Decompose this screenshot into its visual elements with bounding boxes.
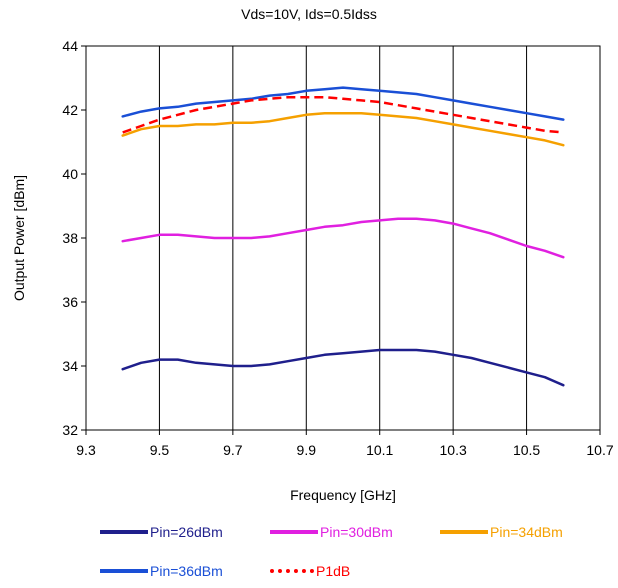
series-line-4 — [122, 95, 564, 134]
x-axis-label: Frequency [GHz] — [290, 487, 396, 503]
x-axis-ticks: 9.3 9.5 9.7 9.9 10.1 10.3 10.5 10.7 — [76, 430, 614, 458]
x-tick-label: 9.5 — [150, 442, 170, 458]
y-tick-label: 44 — [62, 38, 78, 54]
y-tick-label: 38 — [62, 230, 78, 246]
x-tick-label: 9.9 — [297, 442, 317, 458]
x-tick-label: 10.1 — [366, 442, 393, 458]
y-tick-label: 36 — [62, 294, 78, 310]
y-tick-label: 32 — [62, 422, 78, 438]
series-line-3 — [121, 86, 565, 121]
chart-title: Vds=10V, Ids=0.5Idss — [241, 6, 377, 22]
series-lines — [121, 86, 565, 387]
y-axis-ticks: 32 34 36 38 40 42 44 — [62, 38, 86, 438]
y-tick-label: 42 — [62, 102, 78, 118]
series-line-0 — [121, 348, 565, 387]
x-tick-label: 10.3 — [440, 442, 467, 458]
series-line-1 — [121, 217, 565, 259]
y-axis-label: Output Power [dBm] — [11, 175, 27, 301]
y-tick-label: 40 — [62, 166, 78, 182]
series-line-2 — [121, 111, 565, 147]
x-tick-label: 10.7 — [586, 442, 613, 458]
x-tick-label: 10.5 — [513, 442, 540, 458]
x-tick-label: 9.3 — [76, 442, 96, 458]
y-tick-label: 34 — [62, 358, 78, 374]
x-tick-label: 9.7 — [223, 442, 243, 458]
